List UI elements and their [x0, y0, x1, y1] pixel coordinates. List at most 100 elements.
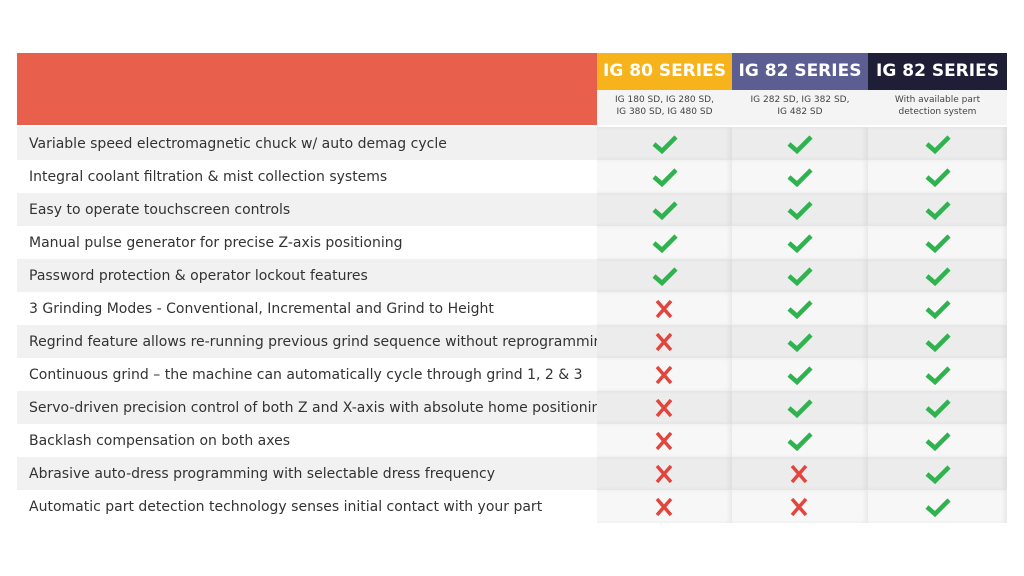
cell [868, 424, 1007, 457]
cell [732, 391, 868, 424]
icon-stroke [652, 266, 678, 286]
feature-label: Integral coolant filtration & mist colle… [29, 168, 388, 185]
cell [597, 325, 732, 358]
icon-stroke [925, 200, 951, 220]
icon-stroke [925, 431, 951, 451]
check-icon [925, 464, 951, 484]
column-title: IG 82 SERIES [868, 53, 1007, 90]
check-icon [787, 200, 813, 220]
column-title: IG 80 SERIES [597, 53, 732, 90]
cell [868, 490, 1007, 523]
cell [868, 259, 1007, 292]
check-icon [787, 431, 813, 451]
cell [868, 358, 1007, 391]
check-icon [925, 365, 951, 385]
column-subtitle: IG 282 SD, IG 382 SD, IG 482 SD [732, 90, 868, 125]
icon-stroke [790, 497, 808, 516]
cell [732, 358, 868, 391]
feature-label: Backlash compensation on both axes [29, 432, 290, 449]
check-icon [925, 134, 951, 154]
feature-label: 3 Grinding Modes - Conventional, Increme… [29, 300, 494, 317]
cell [597, 490, 732, 523]
check-icon [925, 200, 951, 220]
cell [868, 160, 1007, 193]
cell [732, 457, 868, 490]
icon-stroke [652, 200, 678, 220]
feature-label: Abrasive auto-dress programming with sel… [29, 465, 496, 482]
icon-stroke [925, 398, 951, 418]
cross-icon [655, 299, 672, 318]
cell [597, 193, 732, 226]
cell [868, 193, 1007, 226]
check-icon [787, 398, 813, 418]
icon-stroke [787, 365, 813, 385]
cell [597, 424, 732, 457]
icon-stroke [925, 134, 951, 154]
cell [597, 226, 732, 259]
feature-label: Automatic part detection technology sens… [29, 498, 543, 515]
cross-icon [790, 464, 808, 483]
check-icon [787, 134, 813, 154]
icon-stroke [787, 134, 813, 154]
icon-stroke [655, 464, 672, 483]
check-icon [925, 233, 951, 253]
cell [732, 325, 868, 358]
cross-icon [790, 497, 808, 516]
check-icon [787, 167, 813, 187]
check-icon [925, 497, 951, 517]
feature-label: Easy to operate touchscreen controls [29, 201, 291, 218]
icon-stroke [925, 332, 951, 352]
cross-icon [655, 497, 672, 516]
cell [732, 490, 868, 523]
icon-stroke [925, 299, 951, 319]
check-icon [925, 266, 951, 286]
check-icon [925, 398, 951, 418]
feature-label: Variable speed electromagnetic chuck w/ … [29, 135, 447, 152]
cell [868, 127, 1007, 160]
cross-icon [655, 332, 672, 351]
cell [868, 226, 1007, 259]
feature-label: Password protection & operator lockout f… [29, 267, 368, 284]
comparison-table: IG 80 SERIES IG 180 SD, IG 280 SD, IG 380… [17, 53, 1007, 524]
feature-label: Servo-driven precision control of both Z… [29, 399, 610, 416]
cell [868, 391, 1007, 424]
check-icon [925, 299, 951, 319]
cell [597, 160, 732, 193]
icon-stroke [787, 431, 813, 451]
cross-icon [655, 398, 672, 417]
icon-stroke [787, 299, 813, 319]
cell [868, 457, 1007, 490]
icon-stroke [925, 365, 951, 385]
icon-stroke [787, 167, 813, 187]
cell [732, 424, 868, 457]
check-icon [652, 167, 678, 187]
cell [597, 292, 732, 325]
column-subtitle: IG 180 SD, IG 280 SD, IG 380 SD, IG 480 … [597, 90, 732, 125]
icon-stroke [925, 266, 951, 286]
cross-icon [655, 431, 672, 450]
column-title: IG 82 SERIES [732, 53, 868, 90]
icon-stroke [655, 497, 672, 516]
cell [732, 292, 868, 325]
check-icon [787, 332, 813, 352]
icon-stroke [652, 167, 678, 187]
icon-stroke [787, 266, 813, 286]
check-icon [652, 134, 678, 154]
icon-stroke [787, 233, 813, 253]
icon-stroke [787, 398, 813, 418]
icon-stroke [655, 299, 672, 318]
cell [597, 127, 732, 160]
check-icon [652, 266, 678, 286]
feature-label: Continuous grind – the machine can autom… [29, 366, 583, 383]
icon-stroke [787, 200, 813, 220]
icon-stroke [925, 167, 951, 187]
icon-stroke [655, 431, 672, 450]
icon-stroke [925, 464, 951, 484]
icon-stroke [790, 464, 808, 483]
icon-stroke [787, 332, 813, 352]
check-icon [925, 167, 951, 187]
check-icon [787, 233, 813, 253]
cell [597, 391, 732, 424]
icon-stroke [655, 332, 672, 351]
